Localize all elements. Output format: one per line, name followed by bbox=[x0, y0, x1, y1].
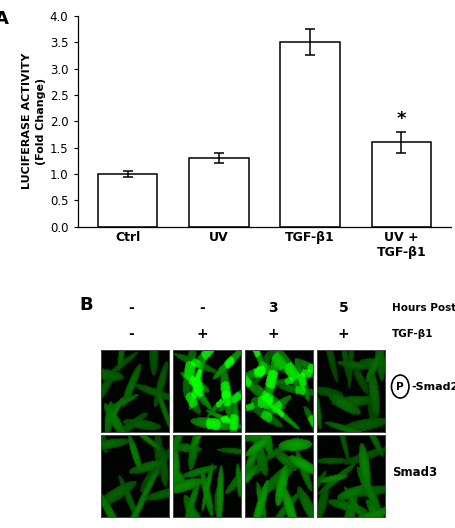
Text: A: A bbox=[0, 10, 9, 27]
Text: +: + bbox=[267, 327, 278, 342]
Text: -: - bbox=[128, 327, 134, 342]
Text: B: B bbox=[79, 296, 93, 314]
Text: -Smad2: -Smad2 bbox=[410, 382, 455, 392]
Text: +: + bbox=[196, 327, 207, 342]
Text: TGF-β1: TGF-β1 bbox=[391, 329, 433, 340]
Text: +: + bbox=[337, 327, 349, 342]
Text: *: * bbox=[396, 110, 405, 128]
Text: Smad3: Smad3 bbox=[391, 466, 436, 479]
Text: 5: 5 bbox=[338, 300, 348, 315]
Text: Hours Post UV: Hours Post UV bbox=[391, 303, 455, 313]
Text: -: - bbox=[128, 300, 134, 315]
Bar bbox=[98, 174, 157, 227]
Text: 3: 3 bbox=[268, 300, 277, 315]
Text: -: - bbox=[199, 300, 204, 315]
Bar bbox=[280, 42, 339, 227]
Bar bbox=[189, 158, 248, 227]
Bar bbox=[371, 143, 430, 227]
Text: P: P bbox=[395, 382, 403, 392]
Y-axis label: LUCIFERASE ACTIVITY
(Fold Change): LUCIFERASE ACTIVITY (Fold Change) bbox=[22, 53, 46, 190]
